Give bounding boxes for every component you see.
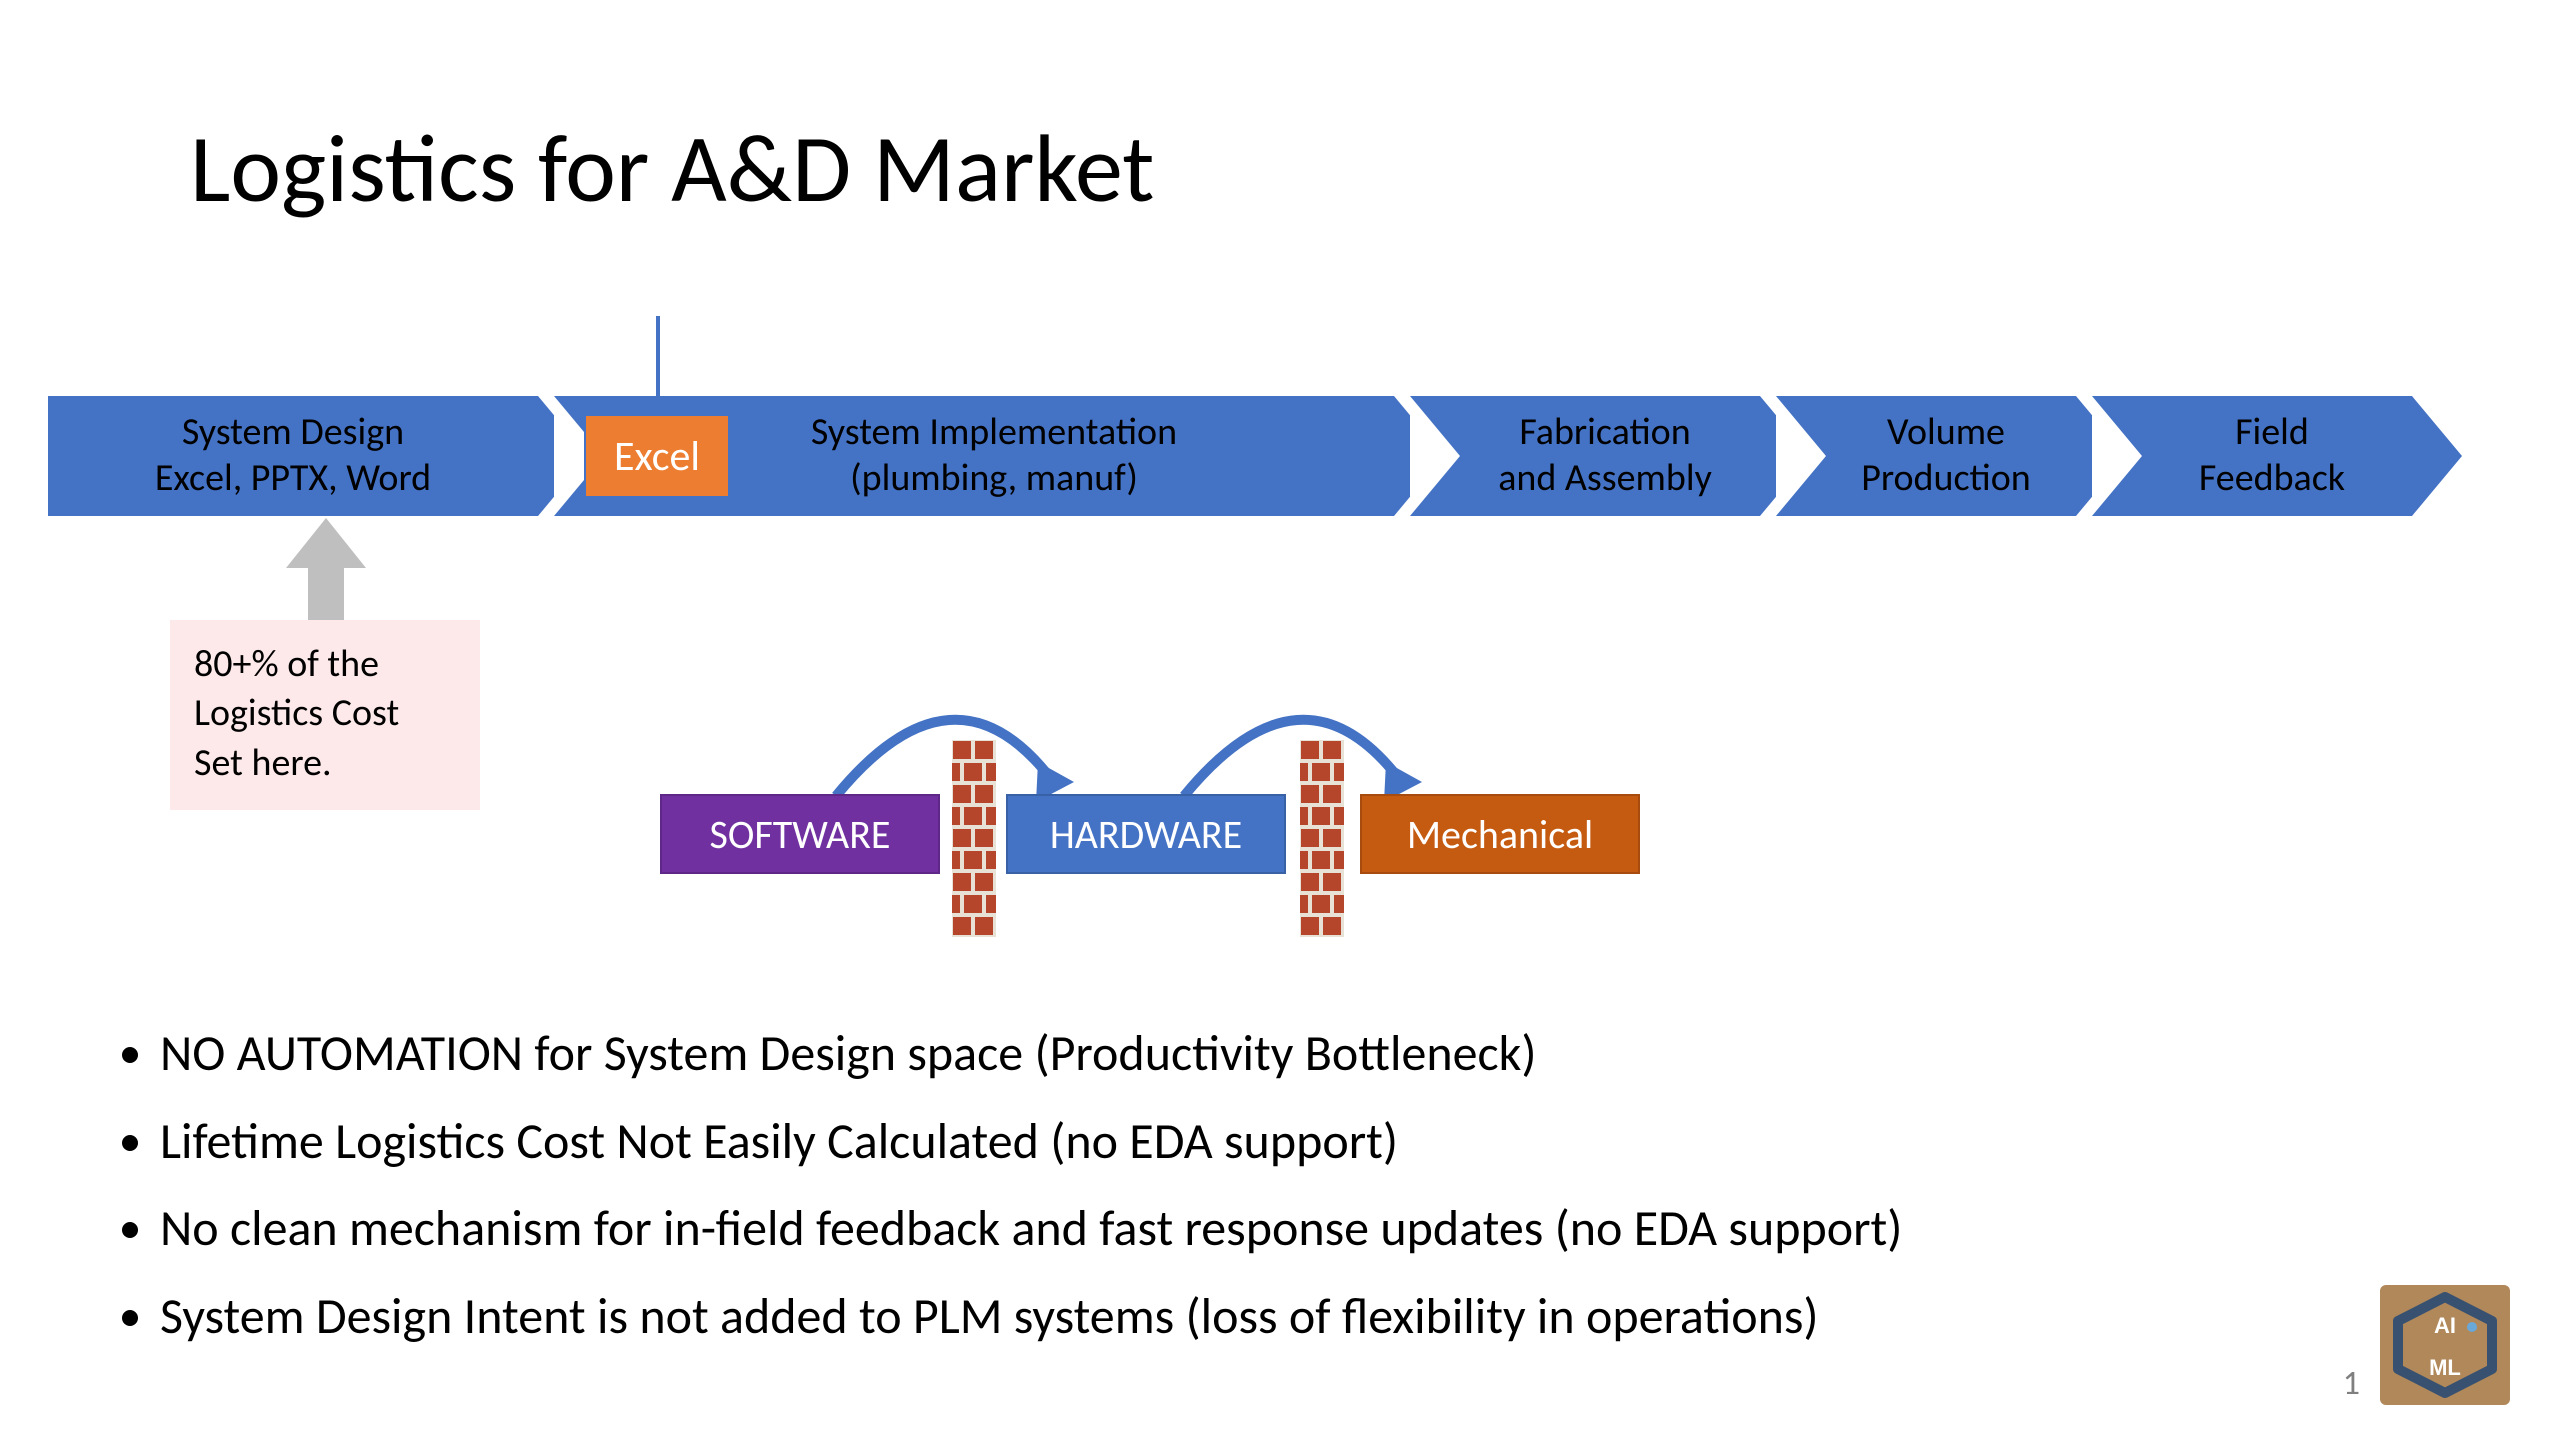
process-step-label: System Design Excel, PPTX, Word	[135, 410, 451, 501]
logo-bottom-text: ML	[2429, 1355, 2461, 1380]
process-step-label: Volume Production	[1801, 410, 2050, 501]
bullet-list: NO AUTOMATION for System Design space (P…	[120, 1010, 1902, 1360]
bullet-item: No clean mechanism for in-field feedback…	[160, 1185, 1902, 1273]
process-step-label: System Implementation (plumbing, manuf)	[751, 410, 1197, 501]
component-box: Mechanical	[1360, 794, 1640, 874]
brick-wall-icon	[1300, 740, 1344, 940]
process-step-label: Fabrication and Assembly	[1438, 410, 1732, 501]
cost-callout: 80+% of the Logistics Cost Set here.	[170, 620, 480, 810]
cost-callout-text: 80+% of the Logistics Cost Set here.	[194, 641, 399, 786]
process-step: Field Feedback	[2092, 396, 2412, 516]
excel-badge: Excel	[584, 414, 730, 498]
excel-connector	[656, 316, 660, 396]
process-step: Volume Production	[1776, 396, 2076, 516]
logo-top-text: AI	[2434, 1313, 2456, 1338]
excel-badge-label: Excel	[614, 431, 700, 482]
component-box: HARDWARE	[1006, 794, 1286, 874]
logo-icon: AI ML	[2380, 1285, 2510, 1410]
component-box-label: HARDWARE	[1050, 810, 1242, 859]
bullet-item: Lifetime Logistics Cost Not Easily Calcu…	[160, 1098, 1902, 1186]
component-box-label: SOFTWARE	[710, 810, 891, 859]
process-step-label: Field Feedback	[2139, 410, 2365, 501]
brick-wall-icon	[952, 740, 996, 940]
slide-title: Logistics for A&D Market	[190, 110, 1154, 227]
bullet-item: NO AUTOMATION for System Design space (P…	[160, 1010, 1902, 1098]
process-step: System Design Excel, PPTX, Word	[48, 396, 538, 516]
component-box: SOFTWARE	[660, 794, 940, 874]
slide: Logistics for A&D Market System Design E…	[0, 0, 2560, 1440]
page-number: 1	[2343, 1363, 2360, 1404]
component-box-label: Mechanical	[1407, 810, 1593, 859]
process-step: Fabrication and Assembly	[1410, 396, 1760, 516]
bullet-item: System Design Intent is not added to PLM…	[160, 1273, 1902, 1361]
